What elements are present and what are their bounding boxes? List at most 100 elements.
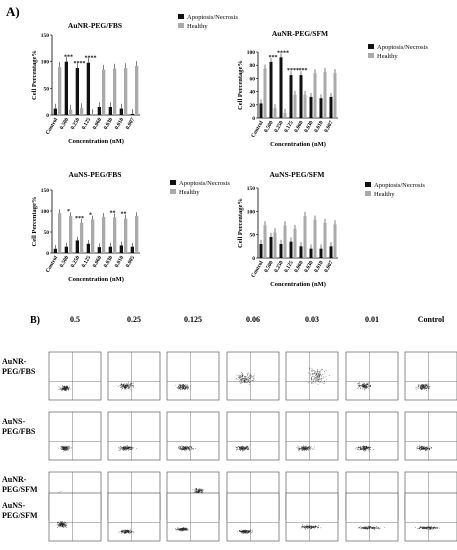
significance-label: *** — [299, 68, 308, 74]
flow-plot-frame — [285, 492, 339, 542]
flow-plot-frame — [107, 351, 161, 401]
bar-apoptosis — [259, 103, 263, 118]
significance-label: *** — [64, 55, 73, 61]
flow-scatter-dots — [58, 445, 72, 452]
flow-plot-frame — [226, 492, 280, 542]
flow-plot — [345, 351, 399, 401]
bar-healthy — [323, 71, 327, 118]
x-tick-label: 0.010 — [114, 255, 126, 269]
flow-plot-frame — [48, 351, 102, 401]
chart-title: AuNR-PEG/SFM — [272, 29, 328, 38]
flow-plot-frame — [345, 411, 399, 461]
bar-apoptosis — [130, 113, 134, 115]
y-tick-label: 150 — [41, 33, 50, 39]
chart-title: AuNS-PEG/SFM — [269, 170, 324, 179]
y-tick-label: 50 — [44, 86, 50, 92]
flow-plot — [107, 411, 161, 461]
x-tick-label: 0.250 — [70, 117, 82, 131]
x-tick-label: 0.030 — [103, 255, 115, 269]
x-tick-label: 0.030 — [303, 260, 315, 274]
bar-healthy — [135, 216, 139, 253]
column-header: 0.25 — [127, 315, 141, 324]
y-tick-label: 80 — [250, 63, 256, 69]
flow-cytometry-grid: 0.5 0.25 0.125 0.06 0.03 0.01 ControlAuNR-PEG/… — [2, 315, 457, 542]
x-tick-label: 0.010 — [114, 117, 126, 131]
y-tick-label: 100 — [41, 60, 50, 66]
bar-apoptosis — [53, 248, 57, 253]
y-tick-label: 100 — [247, 209, 256, 215]
x-tick-label: Control — [45, 117, 60, 136]
flow-plot — [107, 351, 161, 401]
bar-healthy — [113, 68, 117, 115]
y-tick-label: 0 — [46, 251, 49, 257]
flow-plot-frame — [48, 492, 102, 542]
bar-healthy — [293, 229, 297, 258]
bar-apoptosis — [289, 241, 293, 258]
column-header: 0.03 — [305, 315, 319, 324]
chart-legend: Apoptosis/Necrosis Healthy — [178, 14, 238, 30]
flow-plot-frame — [107, 411, 161, 461]
flow-plot-frame — [107, 492, 161, 542]
flow-plot — [48, 411, 102, 461]
flow-plot-frame — [166, 492, 220, 542]
bar-apoptosis — [279, 57, 283, 118]
bar-apoptosis — [289, 75, 293, 118]
bar-apoptosis — [97, 107, 101, 115]
y-tick-label: 50 — [250, 233, 256, 239]
bar-healthy — [283, 112, 287, 118]
x-tick-label: 0.010 — [313, 120, 325, 134]
flow-plot-frame — [285, 351, 339, 401]
x-tick-label: 0.005 — [125, 255, 137, 269]
y-axis-label: Cell Percentage% — [237, 198, 244, 248]
bar-healthy — [124, 68, 128, 115]
bar-healthy — [69, 216, 73, 253]
bar-apoptosis — [269, 61, 273, 118]
x-tick-label: 0.125 — [283, 120, 295, 134]
flow-plot — [48, 351, 102, 401]
x-tick-label: 0.250 — [273, 260, 285, 274]
column-header: 0.125 — [184, 315, 202, 324]
bar-healthy — [80, 108, 84, 115]
flow-plot — [285, 351, 339, 401]
bar-chart-1: AuNR-PEG/FBS 0 50 100 150 Cell Percentage% Con… — [31, 14, 238, 145]
x-axis-label: Concentration (nM) — [270, 281, 326, 288]
row-label: AuNS- — [2, 501, 25, 510]
flow-plot-frame — [404, 351, 457, 401]
x-tick-label: 0.010 — [313, 260, 325, 274]
flow-scatter-dots — [415, 383, 431, 391]
x-tick-label: 0.125 — [81, 255, 93, 269]
bar-healthy — [102, 216, 106, 253]
flow-scatter-dots — [175, 527, 189, 532]
flow-plot-frame — [345, 492, 399, 542]
flow-plot-frame — [285, 411, 339, 461]
flow-scatter-dots — [117, 382, 134, 390]
flow-scatter-dots — [308, 367, 330, 385]
bar-apoptosis — [319, 248, 323, 258]
flow-plot-frame — [345, 351, 399, 401]
column-header: 0.06 — [246, 315, 260, 324]
flow-plot-frame — [166, 351, 220, 401]
x-tick-label: 0.500 — [59, 255, 71, 269]
legend-swatch-apoptosis — [365, 182, 371, 187]
flow-scatter-dots — [235, 371, 255, 385]
chart-legend: Apoptosis/Necrosis Healthy — [368, 44, 428, 60]
y-tick-label: 20 — [250, 103, 256, 109]
flow-scatter-dots — [358, 525, 385, 530]
legend-label: Apoptosis/Necrosis — [187, 14, 238, 21]
row-label: AuNR- — [2, 475, 27, 484]
bar-apoptosis — [130, 246, 134, 253]
bar-apoptosis — [64, 61, 68, 115]
bar-apoptosis — [329, 96, 333, 118]
legend-label: Apoptosis/Necrosis — [374, 182, 425, 189]
bar-apoptosis — [279, 244, 283, 258]
y-tick-label: 150 — [247, 186, 256, 192]
flow-plot — [107, 492, 161, 542]
x-axis-label: Concentration (nM) — [68, 276, 124, 283]
flow-scatter-dots — [118, 529, 134, 535]
flow-scatter-dots — [178, 445, 196, 452]
bar-healthy — [263, 225, 267, 258]
flow-plot — [404, 411, 457, 461]
significance-label: **** — [287, 68, 299, 74]
bar-healthy — [333, 224, 337, 258]
flow-scatter-dots — [296, 445, 315, 452]
